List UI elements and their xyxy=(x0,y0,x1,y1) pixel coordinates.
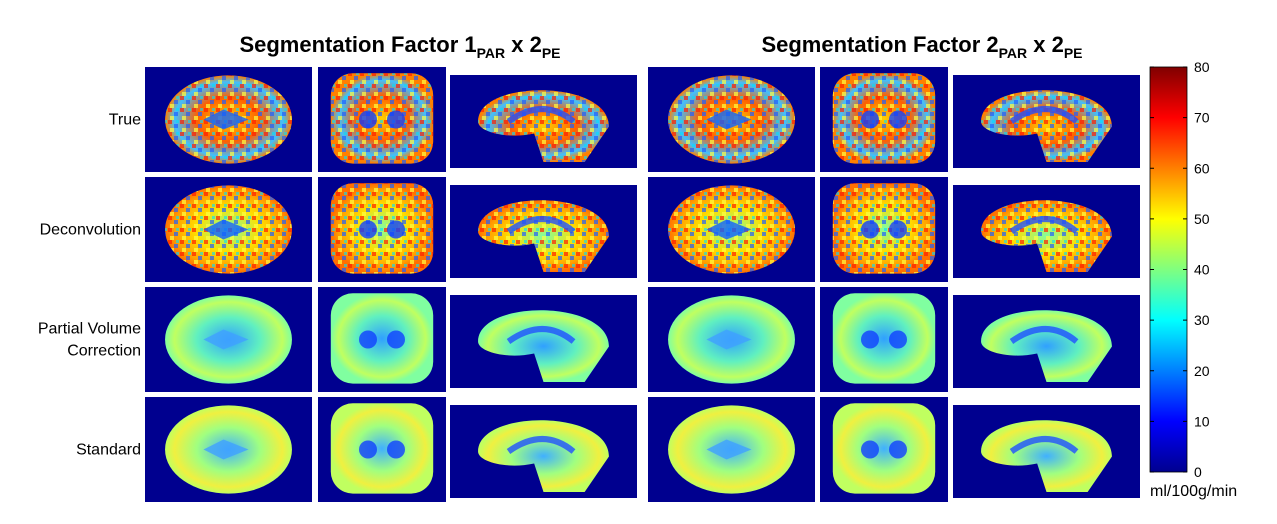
ventricle xyxy=(387,220,405,239)
ventricle xyxy=(203,439,249,460)
brain-slice xyxy=(832,403,936,494)
ventricle xyxy=(861,110,879,129)
ventricle xyxy=(706,329,752,350)
colorbar-tick-label: 70 xyxy=(1194,110,1210,126)
title-text: Segmentation Factor 1 xyxy=(239,32,476,57)
row-label: Deconvolution xyxy=(40,222,141,239)
ventricle xyxy=(889,220,907,239)
brain-slice xyxy=(330,403,434,494)
corpus-callosum xyxy=(506,326,576,344)
ventricle xyxy=(387,110,405,129)
panel-title: Segmentation Factor 2PAR x 2PE xyxy=(761,32,1082,61)
title-text: Segmentation Factor 2 xyxy=(761,32,998,57)
row-label: Partial Volume xyxy=(38,321,141,338)
brain-slice xyxy=(478,200,609,272)
ventricle xyxy=(706,219,752,240)
ventricle xyxy=(861,220,879,239)
ventricle xyxy=(387,330,405,349)
brain-slice xyxy=(330,183,434,274)
brain-slice xyxy=(981,90,1112,162)
title-subscript: PAR xyxy=(999,45,1028,61)
colorbar-tick-label: 60 xyxy=(1194,160,1210,176)
ventricle xyxy=(359,440,377,459)
colorbar-tick-label: 80 xyxy=(1194,59,1210,75)
colorbar-tick-label: 30 xyxy=(1194,312,1210,328)
colorbar-tick-label: 0 xyxy=(1194,464,1202,480)
colorbar-tick-label: 40 xyxy=(1194,262,1210,278)
ventricle xyxy=(889,110,907,129)
title-subscript: PAR xyxy=(477,45,506,61)
brain-slice xyxy=(981,420,1112,492)
ventricle xyxy=(861,440,879,459)
row-label: Correction xyxy=(67,343,141,360)
ventricle xyxy=(387,440,405,459)
brain-slice xyxy=(981,310,1112,382)
ventricle xyxy=(861,330,879,349)
colorbar xyxy=(1149,66,1188,473)
brain-slice xyxy=(832,293,936,384)
colorbar-tick-label: 50 xyxy=(1194,211,1210,227)
panel-title: Segmentation Factor 1PAR x 2PE xyxy=(239,32,560,61)
brain-slice xyxy=(832,183,936,274)
image-grid xyxy=(145,67,1140,502)
corpus-callosum xyxy=(506,106,576,124)
brain-slice xyxy=(478,310,609,382)
brain-slice xyxy=(478,420,609,492)
brain-slice xyxy=(981,200,1112,272)
title-subscript: PE xyxy=(542,45,561,61)
ventricle xyxy=(706,109,752,130)
title-text: x 2 xyxy=(1027,32,1064,57)
ventricle xyxy=(359,110,377,129)
corpus-callosum xyxy=(506,436,576,454)
ventricle xyxy=(359,330,377,349)
ventricle xyxy=(203,219,249,240)
corpus-callosum xyxy=(1009,326,1079,344)
brain-slice xyxy=(478,90,609,162)
colorbar-tick-label: 10 xyxy=(1194,413,1210,429)
ventricle xyxy=(889,440,907,459)
corpus-callosum xyxy=(1009,436,1079,454)
ventricle xyxy=(203,109,249,130)
title-subscript: PE xyxy=(1064,45,1083,61)
ventricle xyxy=(706,439,752,460)
colorbar-unit: ml/100g/min xyxy=(1150,483,1237,500)
corpus-callosum xyxy=(506,216,576,234)
ventricle xyxy=(359,220,377,239)
colorbar-tick-label: 20 xyxy=(1194,363,1210,379)
brain-slice xyxy=(330,73,434,164)
corpus-callosum xyxy=(1009,106,1079,124)
row-label: True xyxy=(109,112,141,129)
ventricle xyxy=(889,330,907,349)
brain-slice xyxy=(330,293,434,384)
row-label: Standard xyxy=(76,442,141,459)
brain-slice xyxy=(832,73,936,164)
corpus-callosum xyxy=(1009,216,1079,234)
title-text: x 2 xyxy=(505,32,542,57)
ventricle xyxy=(203,329,249,350)
